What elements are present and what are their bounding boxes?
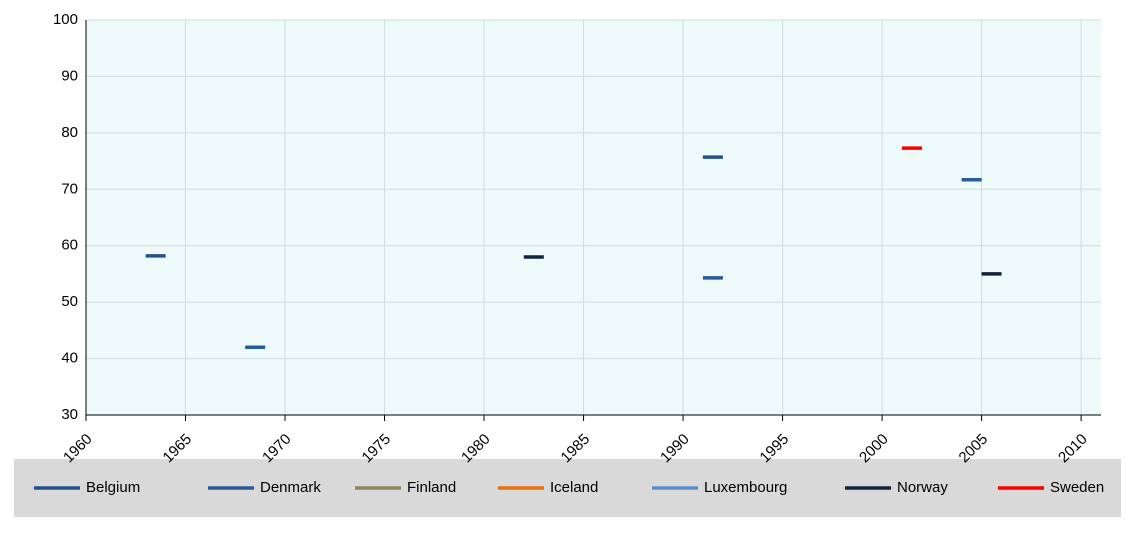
legend-label: Sweden <box>1050 479 1104 496</box>
legend-label: Belgium <box>86 479 140 496</box>
y-tick-label: 90 <box>61 67 78 84</box>
y-tick-label: 60 <box>61 237 78 254</box>
y-tick-label: 100 <box>53 11 78 28</box>
legend-label: Luxembourg <box>704 479 787 496</box>
legend-label: Denmark <box>260 479 321 496</box>
y-tick-label: 40 <box>61 350 78 367</box>
plot-area <box>86 20 1101 415</box>
legend-label: Norway <box>897 479 948 496</box>
y-tick-label: 80 <box>61 124 78 141</box>
y-tick-label: 30 <box>61 406 78 423</box>
legend-box <box>14 459 1121 517</box>
y-tick-label: 70 <box>61 180 78 197</box>
legend-label: Iceland <box>550 479 598 496</box>
y-tick-label: 50 <box>61 293 78 310</box>
legend-label: Finland <box>407 479 456 496</box>
